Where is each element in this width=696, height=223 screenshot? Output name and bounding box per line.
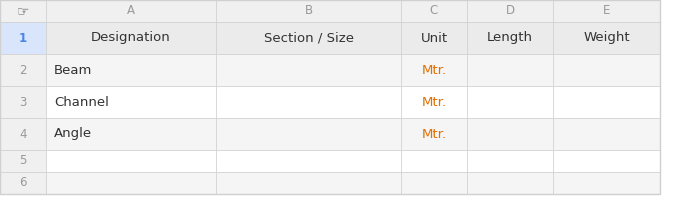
Bar xyxy=(46,86,216,118)
Bar xyxy=(467,150,553,172)
Text: Section / Size: Section / Size xyxy=(264,31,354,45)
Text: D: D xyxy=(505,4,514,17)
Text: C: C xyxy=(430,4,438,17)
Bar xyxy=(46,0,216,22)
Text: 4: 4 xyxy=(19,128,26,140)
Bar xyxy=(0,54,46,86)
Text: Channel: Channel xyxy=(54,95,109,109)
Bar xyxy=(0,172,46,194)
Bar xyxy=(401,54,467,86)
Bar xyxy=(401,0,467,22)
Text: 2: 2 xyxy=(19,64,26,76)
Bar xyxy=(46,54,216,86)
Bar xyxy=(216,0,401,22)
Text: E: E xyxy=(603,4,610,17)
Bar xyxy=(553,54,660,86)
Bar xyxy=(401,172,467,194)
Bar xyxy=(216,172,401,194)
Text: ☞: ☞ xyxy=(17,4,29,18)
Bar xyxy=(0,86,46,118)
Bar xyxy=(401,22,467,54)
Bar xyxy=(553,118,660,150)
Bar xyxy=(0,150,46,172)
Text: 3: 3 xyxy=(19,95,26,109)
Text: A: A xyxy=(127,4,135,17)
Bar xyxy=(467,22,553,54)
Bar xyxy=(216,22,401,54)
Text: Mtr.: Mtr. xyxy=(422,95,447,109)
Bar xyxy=(46,172,216,194)
Bar xyxy=(553,150,660,172)
Bar xyxy=(0,22,46,54)
Bar xyxy=(401,86,467,118)
Bar xyxy=(467,0,553,22)
Bar xyxy=(0,0,660,194)
Text: Mtr.: Mtr. xyxy=(422,64,447,76)
Bar xyxy=(216,150,401,172)
Bar xyxy=(0,0,46,22)
Bar xyxy=(467,172,553,194)
Text: 1: 1 xyxy=(19,31,27,45)
Bar xyxy=(467,86,553,118)
Text: Designation: Designation xyxy=(91,31,171,45)
Text: Weight: Weight xyxy=(583,31,630,45)
Bar xyxy=(216,86,401,118)
Bar xyxy=(401,118,467,150)
Bar xyxy=(553,172,660,194)
Text: 5: 5 xyxy=(19,155,26,167)
Text: Angle: Angle xyxy=(54,128,92,140)
Bar xyxy=(216,54,401,86)
Bar xyxy=(216,118,401,150)
Bar xyxy=(467,54,553,86)
Bar xyxy=(553,86,660,118)
Text: Beam: Beam xyxy=(54,64,93,76)
Text: Length: Length xyxy=(487,31,533,45)
Text: Unit: Unit xyxy=(420,31,448,45)
Bar xyxy=(553,0,660,22)
Bar xyxy=(401,150,467,172)
Bar xyxy=(467,118,553,150)
Bar xyxy=(46,150,216,172)
Text: Mtr.: Mtr. xyxy=(422,128,447,140)
Text: 6: 6 xyxy=(19,176,26,190)
Bar xyxy=(46,118,216,150)
Bar xyxy=(0,118,46,150)
Bar xyxy=(46,22,216,54)
Text: B: B xyxy=(304,4,313,17)
Bar xyxy=(553,22,660,54)
